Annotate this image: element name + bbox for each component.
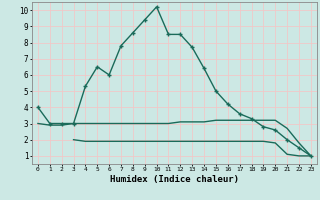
X-axis label: Humidex (Indice chaleur): Humidex (Indice chaleur) bbox=[110, 175, 239, 184]
